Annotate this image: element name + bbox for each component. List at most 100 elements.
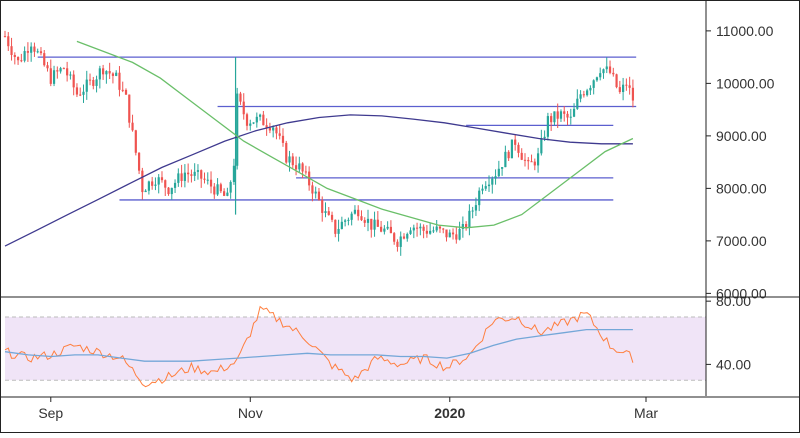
- candle-down: [311, 185, 314, 194]
- candle-down: [108, 71, 111, 74]
- candle-down: [275, 127, 278, 134]
- candle-down: [396, 241, 399, 247]
- candle-up: [468, 210, 471, 228]
- candle-down: [223, 191, 226, 196]
- candle-down: [615, 74, 618, 88]
- candle-down: [278, 133, 281, 136]
- candle-down: [209, 179, 213, 187]
- candle-down: [507, 151, 510, 159]
- candle-down: [455, 234, 458, 240]
- price-tick-label: 7000.00: [716, 233, 767, 249]
- candle-down: [56, 70, 59, 72]
- candle-down: [164, 180, 167, 188]
- candle-up: [458, 228, 461, 240]
- candle-up: [52, 70, 56, 84]
- candle-down: [625, 84, 628, 86]
- candle-up: [497, 168, 500, 177]
- candle-down: [121, 89, 124, 91]
- candle-up: [448, 232, 451, 238]
- price-y-axis: 11000.0010000.009000.008000.007000.00600…: [706, 23, 775, 301]
- candle-up: [173, 182, 177, 188]
- price-tick-label: 8000.00: [716, 180, 767, 196]
- candle-up: [347, 219, 350, 221]
- candle-down: [520, 152, 523, 160]
- candle-down: [92, 79, 95, 86]
- candle-down: [301, 163, 304, 172]
- candle-up: [337, 228, 340, 234]
- candle-down: [268, 127, 272, 131]
- candle-up: [471, 210, 474, 212]
- candle-up: [478, 190, 481, 206]
- sma-long-line: [4, 114, 633, 247]
- candle-down: [628, 85, 631, 88]
- candle-down: [3, 36, 7, 38]
- candle-up: [350, 213, 353, 220]
- candle-up: [249, 123, 252, 126]
- candle-down: [66, 68, 69, 76]
- candle-down: [523, 159, 527, 161]
- candle-down: [618, 87, 621, 93]
- candle-up: [435, 226, 438, 231]
- candle-down: [291, 156, 294, 166]
- x-tick-label: Nov: [238, 405, 263, 421]
- candle-down: [514, 139, 517, 145]
- candle-up: [353, 209, 357, 214]
- candle-down: [49, 68, 52, 84]
- candle-down: [402, 236, 406, 239]
- candle-down: [131, 122, 134, 131]
- candle-down: [422, 226, 425, 231]
- candle-up: [216, 184, 219, 195]
- candle-up: [288, 156, 291, 163]
- candle-down: [79, 94, 82, 96]
- candle-up: [605, 66, 608, 70]
- candle-down: [16, 57, 20, 61]
- candle-up: [491, 178, 494, 185]
- candle-down: [415, 227, 419, 229]
- candle-down: [75, 87, 79, 95]
- candle-down: [124, 89, 128, 95]
- candle-up: [59, 68, 62, 72]
- rsi-tick-label: 80.00: [716, 293, 751, 309]
- candle-down: [465, 224, 468, 228]
- candle-up: [386, 226, 389, 229]
- candle-down: [370, 218, 373, 230]
- x-tick-label: Sep: [38, 405, 63, 421]
- candle-up: [232, 165, 236, 183]
- price-tick-label: 9000.00: [716, 128, 767, 144]
- candle-up: [504, 151, 507, 168]
- price-tick-label: 11000.00: [716, 23, 774, 39]
- candle-up: [399, 236, 402, 247]
- candle-down: [317, 191, 321, 200]
- candle-down: [631, 87, 635, 101]
- price-tick-label: 10000.00: [716, 75, 775, 91]
- candle-up: [569, 116, 572, 118]
- candle-down: [334, 219, 337, 234]
- candle-down: [517, 144, 520, 153]
- candle-up: [572, 108, 576, 117]
- candle-down: [72, 74, 75, 88]
- candle-down: [445, 229, 448, 238]
- candle-down: [582, 94, 585, 96]
- candle-up: [510, 139, 514, 159]
- rsi-band: [5, 316, 706, 381]
- candle-down: [608, 66, 612, 73]
- candle-down: [137, 152, 141, 171]
- candle-down: [438, 226, 442, 229]
- candle-up: [30, 46, 33, 53]
- candle-up: [344, 220, 347, 222]
- candle-down: [118, 72, 121, 90]
- candle-down: [245, 114, 249, 126]
- candle-down: [239, 93, 242, 102]
- candle-up: [579, 94, 582, 99]
- candle-up: [324, 211, 327, 213]
- candle-down: [151, 181, 154, 186]
- candle-up: [501, 167, 504, 169]
- candle-up: [255, 116, 258, 123]
- candle-up: [484, 186, 487, 189]
- candle-down: [7, 36, 10, 47]
- candle-down: [389, 226, 393, 234]
- candle-down: [88, 79, 92, 81]
- candle-down: [190, 174, 193, 176]
- candle-down: [327, 211, 330, 215]
